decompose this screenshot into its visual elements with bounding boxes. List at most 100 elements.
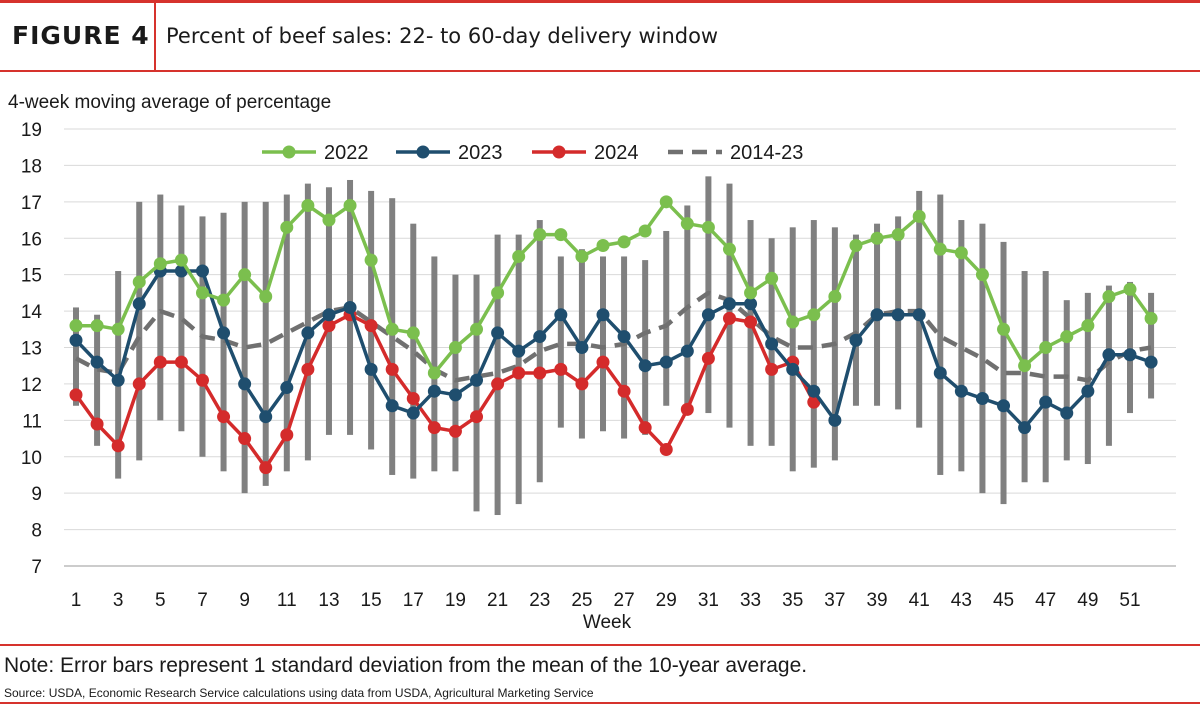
y-tick-label: 19 — [21, 120, 42, 141]
error-bar — [937, 194, 944, 475]
point-2024 — [427, 421, 441, 435]
point-2024 — [153, 355, 167, 369]
point-2022 — [1102, 290, 1116, 304]
point-2022 — [807, 308, 821, 322]
point-2024 — [217, 410, 231, 424]
point-2022 — [933, 242, 947, 256]
legend-label-2024: 2024 — [594, 142, 639, 164]
point-2023 — [1144, 355, 1158, 369]
point-2022 — [1081, 319, 1095, 333]
point-2024 — [364, 319, 378, 333]
legend: 2022 2023 2024 2014-23 — [262, 142, 803, 164]
x-tick-labels: 1 3 5 7 9 11 13 15 17 19 21 23 25 27 29 31 33 35 37 39 41 43 4… — [71, 590, 1141, 611]
point-2022 — [385, 322, 399, 336]
point-2022 — [533, 228, 547, 242]
point-2022 — [828, 290, 842, 304]
point-2022 — [406, 326, 420, 340]
point-2022 — [954, 246, 968, 260]
error-bar — [979, 223, 986, 494]
error-bar — [958, 220, 965, 472]
point-2024 — [512, 366, 526, 380]
point-2022 — [470, 322, 484, 336]
point-2023 — [828, 413, 842, 427]
point-2022 — [512, 249, 526, 263]
y-tick-label: 13 — [21, 339, 42, 360]
point-2024 — [617, 384, 631, 398]
point-2023 — [617, 330, 631, 344]
point-2023 — [786, 362, 800, 376]
point-2023 — [954, 384, 968, 398]
point-2023 — [217, 326, 231, 340]
point-2024 — [238, 432, 252, 446]
point-2023 — [1018, 421, 1032, 435]
point-2022 — [744, 286, 758, 300]
point-2023 — [533, 330, 547, 344]
figure-header: FIGURE 4 Percent of beef sales: 22- to 6… — [0, 3, 1200, 70]
point-2022 — [722, 242, 736, 256]
point-2023 — [111, 373, 125, 387]
error-bar — [473, 274, 480, 512]
point-2023 — [491, 326, 505, 340]
point-2022 — [448, 341, 462, 354]
point-2022 — [701, 220, 715, 234]
point-2023 — [406, 406, 420, 420]
point-2022 — [174, 253, 188, 267]
x-tick-label: 49 — [1077, 590, 1098, 611]
header-rule — [0, 70, 1200, 72]
error-bar — [536, 220, 543, 483]
x-tick-label: 35 — [782, 590, 803, 611]
y-tick-label: 16 — [21, 229, 42, 250]
point-2023 — [870, 308, 884, 322]
point-2022 — [659, 195, 673, 209]
point-2023 — [744, 297, 758, 311]
point-2022 — [195, 286, 209, 300]
point-2024 — [69, 388, 83, 402]
point-2022 — [90, 319, 104, 333]
y-tick-label: 11 — [22, 411, 42, 432]
error-bar — [600, 256, 606, 432]
point-2022 — [153, 257, 167, 271]
series-line-2024 — [74, 312, 816, 470]
point-2024 — [807, 395, 821, 409]
legend-label-2023: 2023 — [458, 142, 503, 164]
point-2024 — [174, 355, 188, 369]
point-2023 — [132, 297, 146, 311]
point-2024 — [596, 355, 610, 369]
point-2024 — [533, 366, 547, 380]
chart-note: Note: Error bars represent 1 standard de… — [4, 654, 808, 677]
point-2022 — [870, 231, 884, 245]
error-bar — [136, 201, 143, 461]
point-2023 — [512, 344, 526, 358]
point-2022 — [596, 239, 610, 253]
error-bar — [389, 198, 396, 475]
y-tick-label: 12 — [21, 375, 42, 396]
x-tick-label: 13 — [318, 590, 339, 611]
point-2023 — [933, 366, 947, 380]
point-2022 — [1060, 330, 1074, 344]
y-tick-label: 14 — [21, 302, 43, 323]
point-2022 — [912, 209, 926, 223]
point-2023 — [343, 300, 357, 314]
y-tick-label: 17 — [21, 193, 42, 214]
error-bar — [262, 201, 269, 486]
point-2024 — [385, 362, 399, 376]
y-tick-label: 7 — [31, 557, 42, 578]
error-bar — [557, 256, 564, 428]
point-2022 — [343, 198, 357, 212]
point-2023 — [912, 308, 926, 322]
point-2022 — [259, 290, 273, 304]
error-bar — [852, 234, 859, 406]
error-bar — [1042, 271, 1049, 483]
point-2024 — [744, 315, 758, 329]
point-2023 — [238, 377, 252, 391]
x-tick-label: 31 — [698, 590, 719, 611]
point-2023 — [891, 308, 905, 322]
x-tick-label: 51 — [1119, 590, 1140, 611]
error-bar — [789, 227, 796, 472]
error-bar — [178, 205, 185, 432]
point-2022 — [849, 239, 863, 253]
x-tick-label: 15 — [361, 590, 382, 611]
point-2023 — [807, 384, 821, 398]
figure-title: Percent of beef sales: 22- to 60-day del… — [166, 24, 719, 48]
point-2024 — [322, 319, 336, 333]
